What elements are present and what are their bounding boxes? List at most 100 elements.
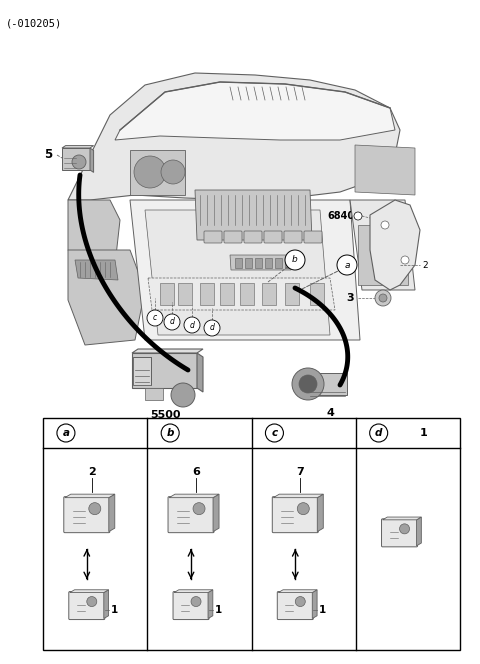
FancyBboxPatch shape	[272, 497, 318, 533]
Circle shape	[89, 503, 101, 515]
Bar	[133, 357, 151, 385]
Polygon shape	[68, 200, 120, 270]
Bar	[130, 150, 185, 195]
Polygon shape	[370, 200, 420, 290]
Bar	[358, 225, 408, 285]
Circle shape	[379, 294, 387, 302]
Circle shape	[161, 424, 179, 442]
Polygon shape	[62, 145, 94, 148]
Circle shape	[161, 160, 185, 184]
Polygon shape	[145, 210, 330, 335]
Text: 3: 3	[347, 293, 354, 303]
Polygon shape	[213, 494, 219, 532]
Circle shape	[171, 383, 195, 407]
Circle shape	[204, 320, 220, 336]
Polygon shape	[230, 255, 291, 270]
Polygon shape	[195, 190, 312, 240]
Bar	[220, 283, 234, 305]
Text: 7: 7	[297, 467, 304, 477]
Polygon shape	[174, 590, 213, 592]
FancyBboxPatch shape	[284, 231, 302, 243]
Text: 1: 1	[215, 604, 222, 615]
Polygon shape	[75, 260, 118, 280]
Text: 6: 6	[192, 467, 200, 477]
FancyBboxPatch shape	[382, 519, 418, 547]
Bar	[132, 353, 197, 388]
Text: 1: 1	[111, 604, 118, 615]
Text: (-010205): (-010205)	[6, 18, 62, 28]
Text: 6840: 6840	[327, 211, 354, 221]
Polygon shape	[383, 517, 421, 520]
FancyBboxPatch shape	[304, 231, 322, 243]
Text: b: b	[292, 256, 298, 264]
Polygon shape	[278, 590, 317, 592]
Polygon shape	[273, 494, 324, 497]
FancyBboxPatch shape	[69, 592, 105, 620]
Polygon shape	[90, 148, 94, 173]
FancyBboxPatch shape	[224, 231, 242, 243]
FancyBboxPatch shape	[173, 592, 209, 620]
Bar	[245, 258, 252, 268]
Bar	[235, 258, 242, 268]
FancyBboxPatch shape	[168, 497, 214, 533]
FancyBboxPatch shape	[64, 497, 110, 533]
Bar	[200, 283, 214, 305]
Polygon shape	[148, 278, 335, 310]
Bar	[178, 283, 192, 305]
Polygon shape	[355, 145, 415, 195]
Polygon shape	[65, 494, 115, 497]
Polygon shape	[104, 590, 108, 619]
Circle shape	[401, 256, 409, 264]
Bar	[62, 148, 90, 170]
Polygon shape	[132, 349, 203, 353]
Circle shape	[337, 255, 357, 275]
Bar	[285, 283, 299, 305]
Circle shape	[297, 503, 309, 515]
Bar	[43, 418, 460, 650]
Circle shape	[191, 596, 201, 606]
Bar	[275, 258, 282, 268]
Bar	[240, 283, 254, 305]
Circle shape	[381, 221, 389, 229]
Polygon shape	[68, 250, 145, 345]
Text: 1: 1	[420, 428, 427, 438]
Text: a: a	[62, 428, 70, 438]
FancyBboxPatch shape	[244, 231, 262, 243]
Text: 4: 4	[326, 408, 334, 418]
FancyBboxPatch shape	[264, 231, 282, 243]
Polygon shape	[350, 200, 415, 290]
Text: a: a	[344, 260, 350, 270]
Bar	[255, 258, 262, 268]
Polygon shape	[68, 73, 400, 200]
Circle shape	[375, 290, 391, 306]
Circle shape	[184, 317, 200, 333]
Polygon shape	[197, 353, 203, 392]
Circle shape	[399, 524, 409, 534]
Circle shape	[87, 596, 97, 606]
Circle shape	[370, 424, 388, 442]
Bar	[145, 388, 163, 400]
Circle shape	[292, 368, 324, 400]
FancyBboxPatch shape	[277, 592, 313, 620]
Text: 1: 1	[319, 604, 326, 615]
Text: d: d	[190, 321, 194, 329]
Polygon shape	[130, 200, 360, 340]
Circle shape	[299, 375, 317, 393]
Circle shape	[193, 503, 205, 515]
Polygon shape	[115, 82, 395, 140]
Text: c: c	[153, 313, 157, 323]
Text: c: c	[271, 428, 277, 438]
Circle shape	[354, 212, 362, 220]
Bar	[265, 258, 272, 268]
Circle shape	[147, 310, 163, 326]
FancyBboxPatch shape	[204, 231, 222, 243]
Text: 5: 5	[44, 149, 52, 161]
Bar	[285, 258, 292, 268]
Text: 2: 2	[88, 467, 96, 477]
Circle shape	[72, 155, 86, 169]
Bar	[310, 283, 324, 305]
Text: b: b	[167, 428, 174, 438]
Polygon shape	[208, 590, 213, 619]
Text: 2: 2	[422, 260, 428, 270]
Circle shape	[164, 314, 180, 330]
